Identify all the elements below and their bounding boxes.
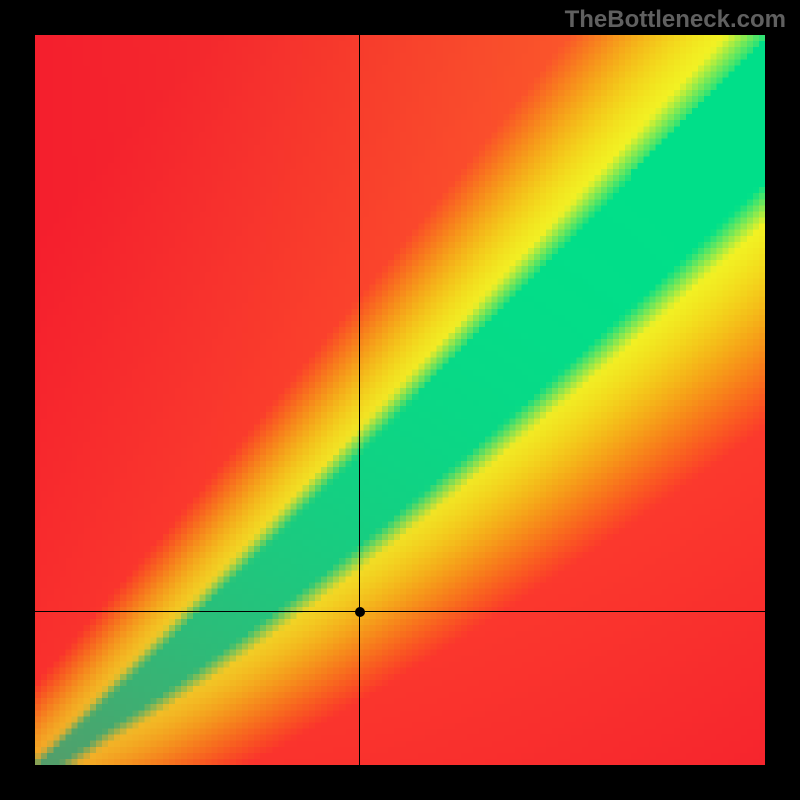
heatmap-canvas bbox=[35, 35, 765, 765]
crosshair-vertical bbox=[359, 35, 360, 765]
chart-container: TheBottleneck.com bbox=[0, 0, 800, 800]
crosshair-marker[interactable] bbox=[355, 607, 365, 617]
heatmap-plot-area bbox=[35, 35, 765, 765]
watermark-text: TheBottleneck.com bbox=[565, 6, 786, 34]
crosshair-horizontal bbox=[35, 611, 765, 612]
